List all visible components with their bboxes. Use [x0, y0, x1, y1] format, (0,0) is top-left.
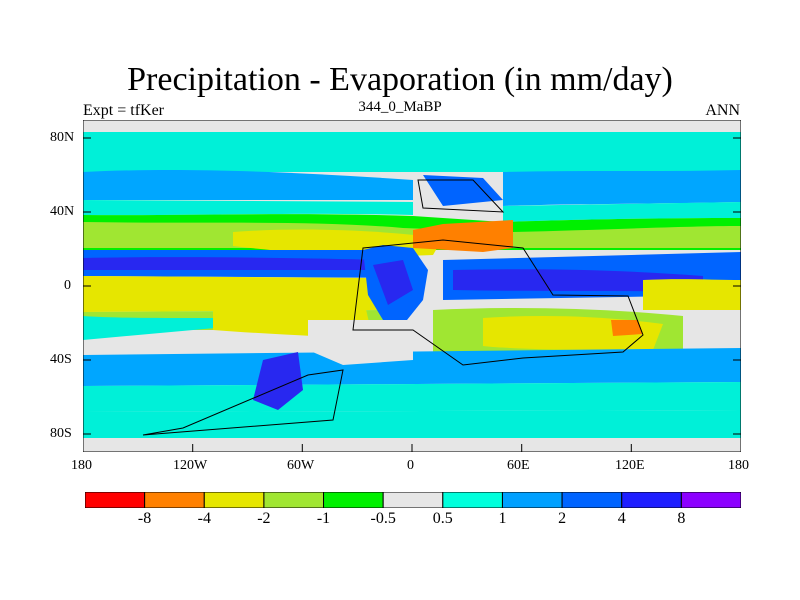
- lat-tick-marks: [83, 137, 741, 435]
- lat-label-80s: 80S: [50, 426, 72, 441]
- field-band-n-cyan2: [83, 200, 413, 216]
- colorbar: [85, 492, 741, 508]
- field-band-north-blue: [83, 170, 413, 200]
- colorbar-swatch: [144, 492, 205, 508]
- field-so-blue: [83, 348, 741, 386]
- field-itcz-indian-core: [453, 269, 703, 292]
- lat-label-40s: 40S: [50, 352, 72, 367]
- season-label: ANN: [705, 102, 740, 119]
- lat-label-40n: 40N: [50, 204, 75, 219]
- colorbar-swatch: [680, 492, 741, 508]
- lat-label-80n: 80N: [50, 130, 75, 145]
- field-band-n-cyan3: [503, 202, 741, 222]
- colorbar-swatch: [85, 492, 146, 508]
- colorbar-label: -0.5: [370, 510, 396, 527]
- colorbar-labels: -8 -4 -2 -1 -0.5 0.5 1 2 4 8: [85, 510, 741, 530]
- colorbar-label: -1: [316, 510, 331, 527]
- colorbar-swatch: [323, 492, 384, 508]
- colorbar-label: -2: [257, 510, 271, 527]
- lon-label-180w: 180: [71, 458, 92, 473]
- colorbar-swatch: [382, 492, 444, 508]
- field-so-deepblue: [253, 352, 303, 410]
- map-title: Precipitation - Evaporation (in mm/day): [127, 61, 673, 98]
- colorbar-swatch: [263, 492, 325, 508]
- colorbar-label: 1: [498, 510, 507, 527]
- colorbar-label: 0.5: [432, 510, 453, 527]
- lon-label-0: 0: [407, 458, 414, 473]
- lat-label-0: 0: [64, 278, 71, 293]
- colorbar-label: -4: [197, 510, 211, 527]
- colorbar-label: 2: [558, 510, 567, 527]
- field-so-cyan: [83, 382, 741, 412]
- lon-tick-marks: [192, 444, 632, 452]
- lon-label-60w: 60W: [287, 458, 315, 473]
- field-itcz-pacific-core: [83, 257, 383, 270]
- map-subtitle: 344_0_MaBP: [358, 99, 442, 115]
- field-band-north-blue-east: [503, 170, 741, 206]
- colorbar-label: -8: [137, 510, 152, 527]
- field-eq-yellow-east: [643, 279, 741, 310]
- field-band-north-cyan: [83, 132, 741, 172]
- experiment-label: Expt = tfKer: [83, 102, 164, 119]
- field-so-cyan2: [83, 410, 741, 438]
- colorbar-swatch: [501, 492, 563, 508]
- field-land-sa-south: [308, 320, 413, 365]
- colorbar-swatch: [561, 492, 623, 508]
- field-land-eurasia-west: [423, 175, 503, 206]
- lon-label-120w: 120W: [173, 458, 208, 473]
- colorbar-swatch: [442, 492, 503, 508]
- map-plot: [83, 120, 741, 452]
- lon-label-120e: 120E: [615, 458, 645, 473]
- field-land-sa-core: [373, 260, 413, 305]
- lon-label-180e: 180: [728, 458, 749, 473]
- colorbar-label: 8: [677, 510, 686, 527]
- field-spot-orange-s: [611, 320, 643, 336]
- coastline: [142, 179, 644, 436]
- colorbar-swatch: [621, 492, 682, 508]
- lon-label-60e: 60E: [507, 458, 530, 473]
- colorbar-label: 4: [617, 510, 626, 527]
- colorbar-swatch: [203, 492, 265, 508]
